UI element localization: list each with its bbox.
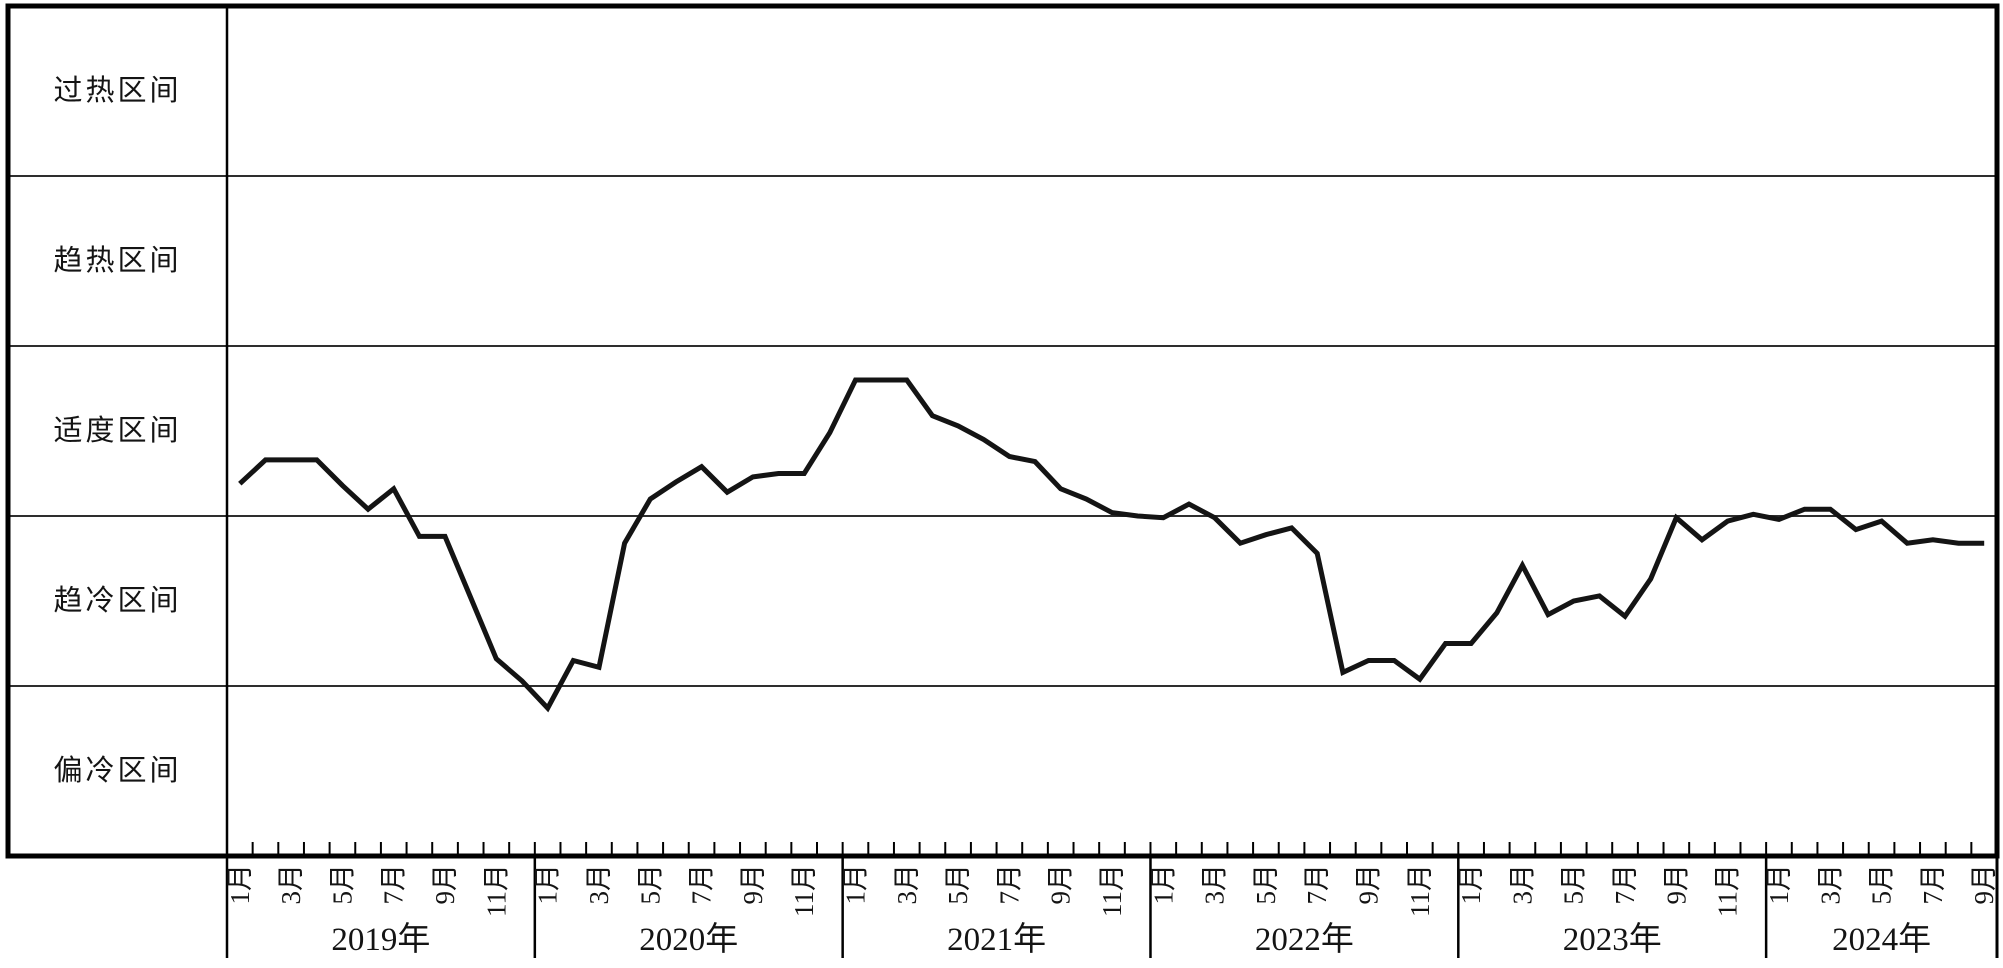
chart-border [5, 3, 2000, 859]
month-tick-label: 1月 [1148, 864, 1178, 905]
month-tick-label: 7月 [687, 864, 717, 905]
month-tick-label: 11月 [1097, 864, 1127, 917]
month-tick-label: 7月 [379, 864, 409, 905]
month-tick-label: 3月 [584, 864, 614, 905]
year-label: 2022年 [1255, 921, 1354, 958]
month-tick-label: 1月 [533, 864, 563, 905]
month-tick-label: 3月 [276, 864, 306, 905]
year-label: 2019年 [331, 921, 430, 958]
index-data-line [238, 377, 1985, 713]
month-tick-label: 3月 [1507, 864, 1537, 905]
month-tick-label: 9月 [430, 864, 460, 905]
month-tick-label: 5月 [1559, 864, 1589, 905]
month-tick-label: 9月 [1354, 864, 1384, 905]
month-tick-label: 3月 [1815, 864, 1845, 905]
month-tick-label: 3月 [892, 864, 922, 905]
zone-label: 过热区间 [53, 74, 181, 107]
month-tick-label: 1月 [1764, 864, 1794, 905]
month-tick-label: 7月 [1302, 864, 1332, 905]
year-label: 2024年 [1832, 921, 1931, 958]
year-label: 2023年 [1563, 921, 1662, 958]
zone-label: 趋冷区间 [53, 584, 181, 617]
month-tick-label: 5月 [943, 864, 973, 905]
month-tick-label: 7月 [994, 864, 1024, 905]
month-tick-label: 1月 [840, 864, 870, 905]
month-tick-label: 5月 [327, 864, 357, 905]
zone-label: 趋热区间 [53, 244, 181, 277]
year-label: 2021年 [947, 921, 1046, 958]
month-tick-label: 3月 [1200, 864, 1230, 905]
zone-label: 适度区间 [53, 414, 181, 447]
month-tick-label: 11月 [1713, 864, 1743, 917]
month-tick-label: 9月 [1661, 864, 1691, 905]
month-tick-label: 11月 [481, 864, 511, 917]
year-label: 2020年 [639, 921, 738, 958]
month-tick-label: 5月 [1867, 864, 1897, 905]
month-tick-label: 7月 [1918, 864, 1948, 905]
month-tick-label: 1月 [1456, 864, 1486, 905]
month-tick-label: 9月 [1046, 864, 1076, 905]
month-tick-label: 5月 [635, 864, 665, 905]
month-tick-label: 9月 [1969, 864, 1999, 905]
month-tick-label: 7月 [1610, 864, 1640, 905]
month-tick-label: 5月 [1251, 864, 1281, 905]
zone-label: 偏冷区间 [53, 754, 181, 787]
month-tick-label: 11月 [789, 864, 819, 917]
month-tick-label: 9月 [738, 864, 768, 905]
month-tick-label: 1月 [225, 864, 255, 905]
month-tick-label: 11月 [1405, 864, 1435, 917]
